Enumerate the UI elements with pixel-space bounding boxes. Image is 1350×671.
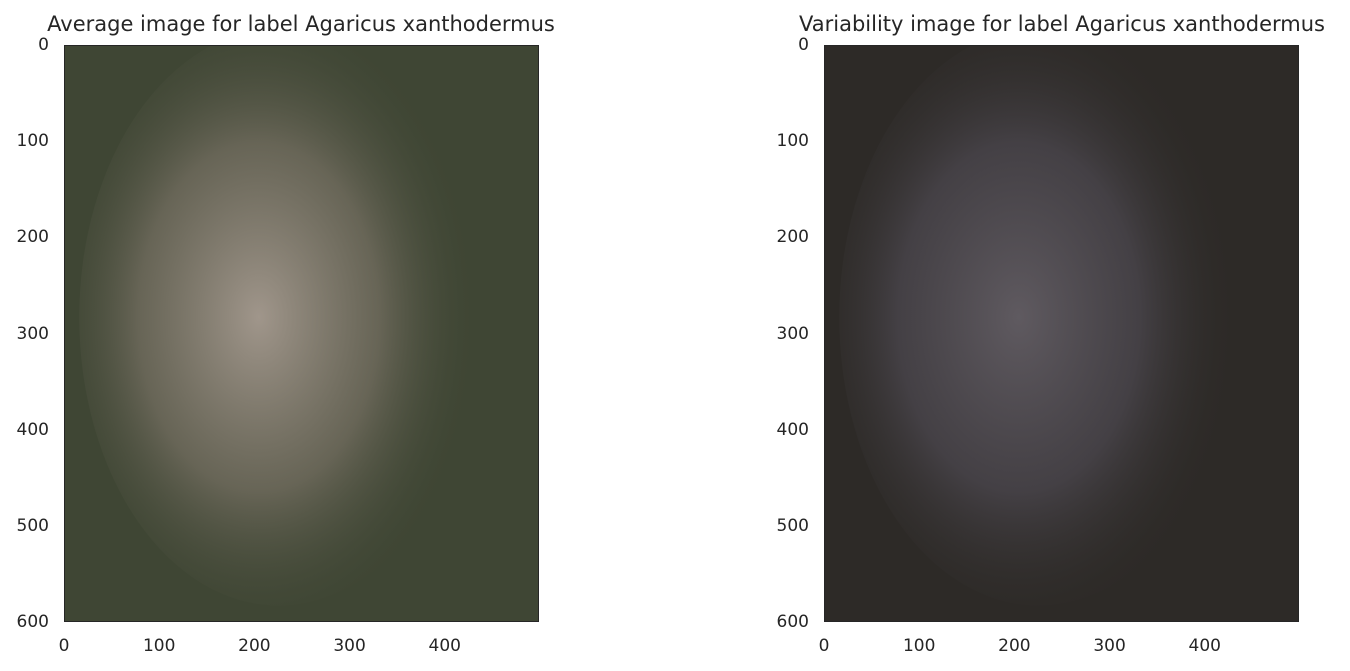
y-tick-label: 400 (776, 419, 809, 440)
image-glow (839, 46, 1239, 606)
image-glow (79, 46, 479, 606)
y-tick-label: 0 (38, 35, 49, 55)
x-tick-label: 300 (333, 636, 366, 656)
y-tick-label: 400 (16, 419, 49, 440)
y-tick-label: 0 (798, 35, 809, 55)
variability-image-plot (824, 45, 1299, 622)
average-image (65, 46, 538, 621)
chart-title: Average image for label Agaricus xanthod… (47, 12, 555, 36)
y-tick-label: 500 (16, 515, 49, 536)
x-tick-label: 300 (1093, 636, 1126, 656)
x-tick-label: 400 (1188, 636, 1221, 656)
x-tick-label: 0 (818, 636, 830, 656)
y-tick-label: 200 (776, 227, 809, 248)
y-tick-label: 600 (776, 612, 809, 632)
x-tick-label: 100 (142, 636, 176, 656)
x-tick-label: 200 (998, 636, 1031, 656)
x-tick-label: 100 (902, 636, 936, 656)
y-tick-label: 500 (776, 515, 809, 536)
y-tick-label: 100 (16, 131, 49, 152)
x-tick-label: 200 (238, 636, 271, 656)
y-tick-label: 200 (16, 227, 49, 248)
chart-title: Variability image for label Agaricus xan… (799, 12, 1325, 36)
y-tick-label: 300 (776, 323, 809, 344)
y-tick-label: 100 (776, 131, 809, 152)
variability-image (825, 46, 1298, 621)
x-tick-label: 400 (428, 636, 461, 656)
x-tick-label: 0 (58, 636, 70, 656)
average-image-plot (64, 45, 539, 622)
y-tick-label: 600 (16, 612, 49, 632)
y-tick-label: 300 (16, 323, 49, 344)
